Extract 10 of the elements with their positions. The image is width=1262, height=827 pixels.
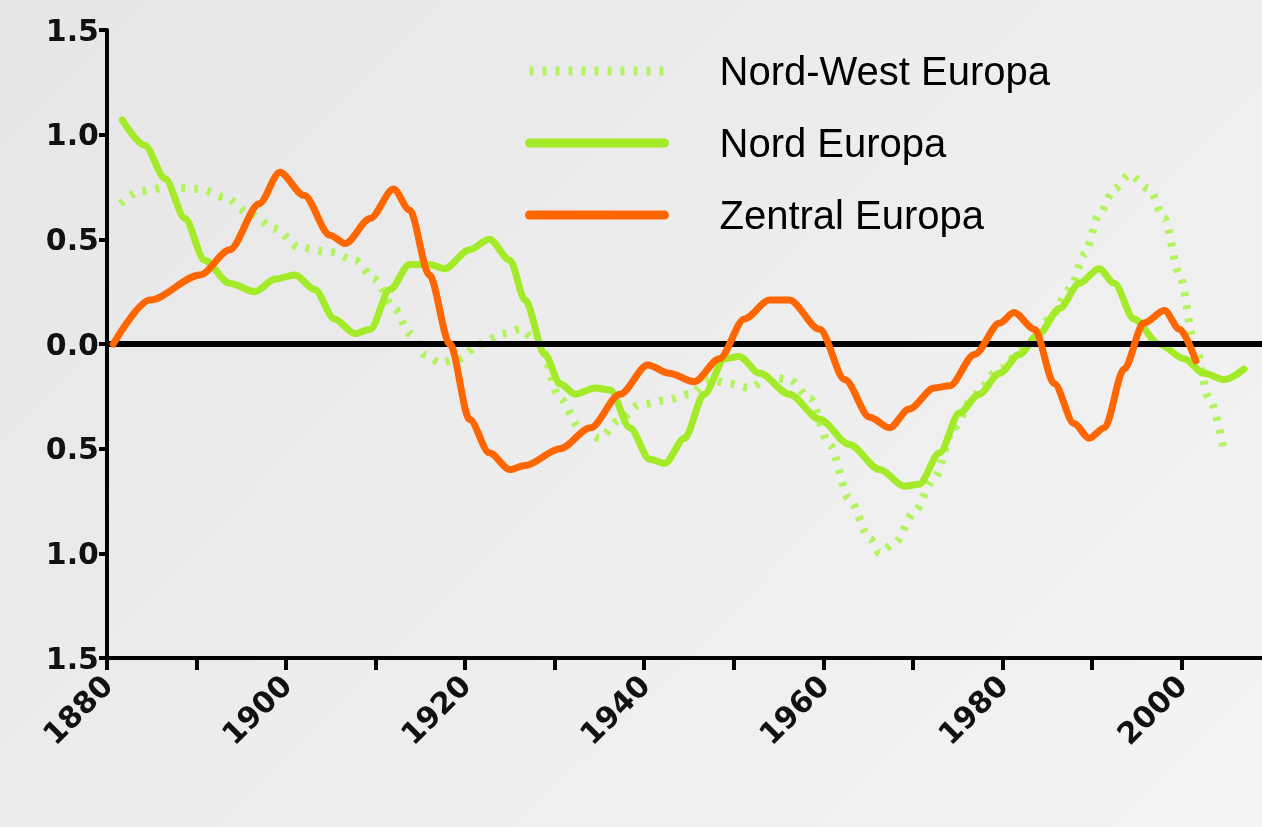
y-tick-label: 0.0: [45, 326, 99, 362]
legend-label: Nord Europa: [719, 121, 948, 165]
y-tick-label: 0.5: [45, 221, 99, 257]
legend-label: Nord-West Europa: [719, 49, 1051, 93]
legend-label: Zentral Europa: [719, 193, 985, 237]
y-tick-label: 1.5: [45, 640, 99, 676]
y-tick-label: 1.0: [45, 535, 99, 571]
y-tick-label: 1.5: [45, 12, 99, 48]
y-tick-label: 1.0: [45, 117, 99, 153]
y-tick-label: 0.5: [45, 431, 99, 467]
